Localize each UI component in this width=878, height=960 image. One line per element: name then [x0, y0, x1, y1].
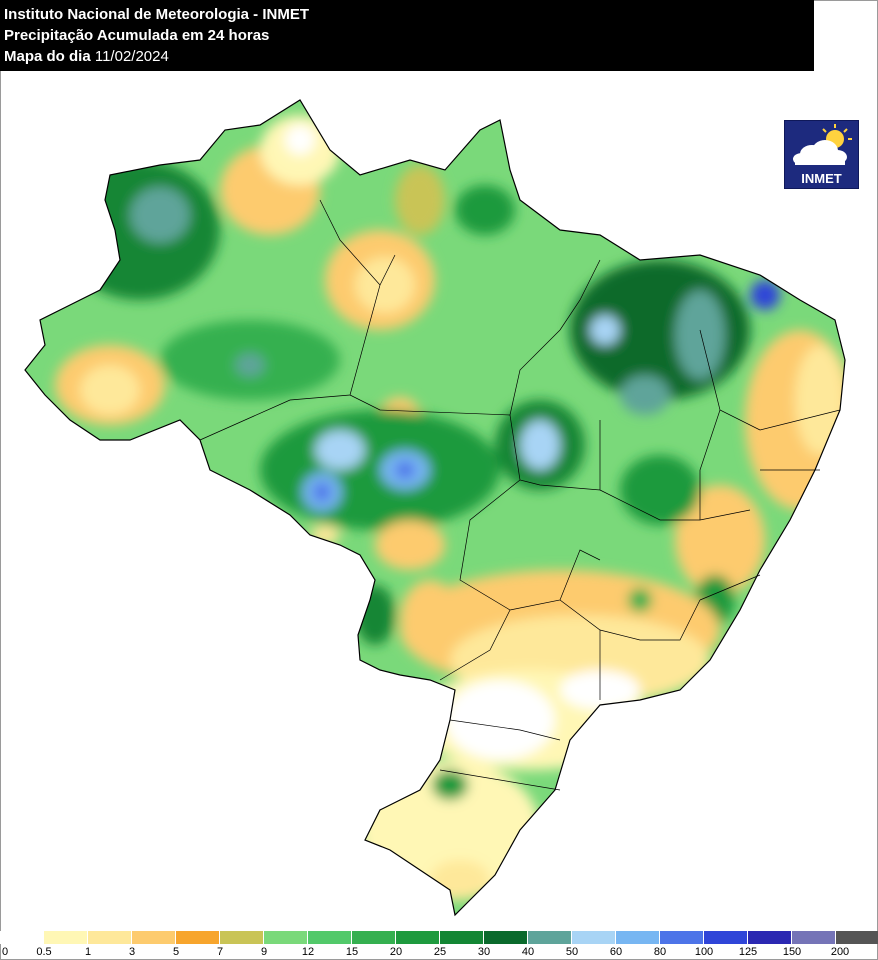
legend-tick-label: 60 — [609, 946, 623, 958]
legend-tick-label: 12 — [301, 946, 315, 958]
legend-swatch — [704, 931, 748, 944]
legend-swatch — [0, 931, 44, 944]
legend-tick-label: 125 — [738, 946, 758, 958]
title-product: Precipitação Acumulada em 24 horas — [4, 27, 270, 44]
legend-tick-label: 50 — [565, 946, 579, 958]
legend-swatch — [660, 931, 704, 944]
legend-tick-label: 3 — [128, 946, 136, 958]
legend-swatch — [528, 931, 572, 944]
legend-swatch — [748, 931, 792, 944]
precipitation-field — [25, 100, 845, 915]
legend-tick-label: 20 — [389, 946, 403, 958]
legend-swatch — [484, 931, 528, 944]
legend-swatch — [792, 931, 836, 944]
legend-tick-label: 100 — [694, 946, 714, 958]
legend-swatch — [352, 931, 396, 944]
cloud-sun-icon — [793, 124, 852, 165]
title-institute: Instituto Nacional de Meteorologia - INM… — [4, 6, 310, 23]
legend-swatch — [572, 931, 616, 944]
legend-tick-label: 0.5 — [36, 946, 52, 958]
legend-tick-label: 200 — [830, 946, 850, 958]
legend-tick-label: 25 — [433, 946, 447, 958]
legend-swatch — [396, 931, 440, 944]
legend-swatch — [616, 931, 660, 944]
legend-swatch — [88, 931, 132, 944]
legend-swatch — [836, 931, 878, 944]
legend-tick-label: 5 — [172, 946, 180, 958]
legend-tick-label: 40 — [521, 946, 535, 958]
legend-swatch — [308, 931, 352, 944]
legend-tick-label: 150 — [782, 946, 802, 958]
logo-text: INMET — [801, 171, 842, 186]
legend-swatch — [132, 931, 176, 944]
color-legend: 0 0.5 1 3 5 7 9 12 15 20 25 30 40 50 60 80 100 125 150 200 — [0, 931, 878, 960]
state-borders — [199, 199, 841, 791]
legend-tick-label: 15 — [345, 946, 359, 958]
title-date-line: Mapa do dia 11/02/2024 — [4, 46, 814, 67]
legend-swatch — [176, 931, 220, 944]
precipitation-map — [24, 99, 846, 916]
inmet-logo: INMET — [784, 120, 859, 189]
legend-tick-label: 80 — [653, 946, 667, 958]
legend-tick-label: 9 — [260, 946, 268, 958]
legend-tick-label: 30 — [477, 946, 491, 958]
legend-swatch — [220, 931, 264, 944]
legend-swatch — [44, 931, 88, 944]
title-block: Instituto Nacional de Meteorologia - INM… — [0, 0, 814, 71]
date-label: Mapa do dia — [4, 48, 91, 65]
legend-tick-label: 1 — [84, 946, 92, 958]
legend-swatch — [440, 931, 484, 944]
date-value: 11/02/2024 — [94, 48, 169, 65]
legend-tick-label: 7 — [216, 946, 224, 958]
legend-tick-label: 0 — [2, 946, 9, 958]
legend-swatch — [264, 931, 308, 944]
